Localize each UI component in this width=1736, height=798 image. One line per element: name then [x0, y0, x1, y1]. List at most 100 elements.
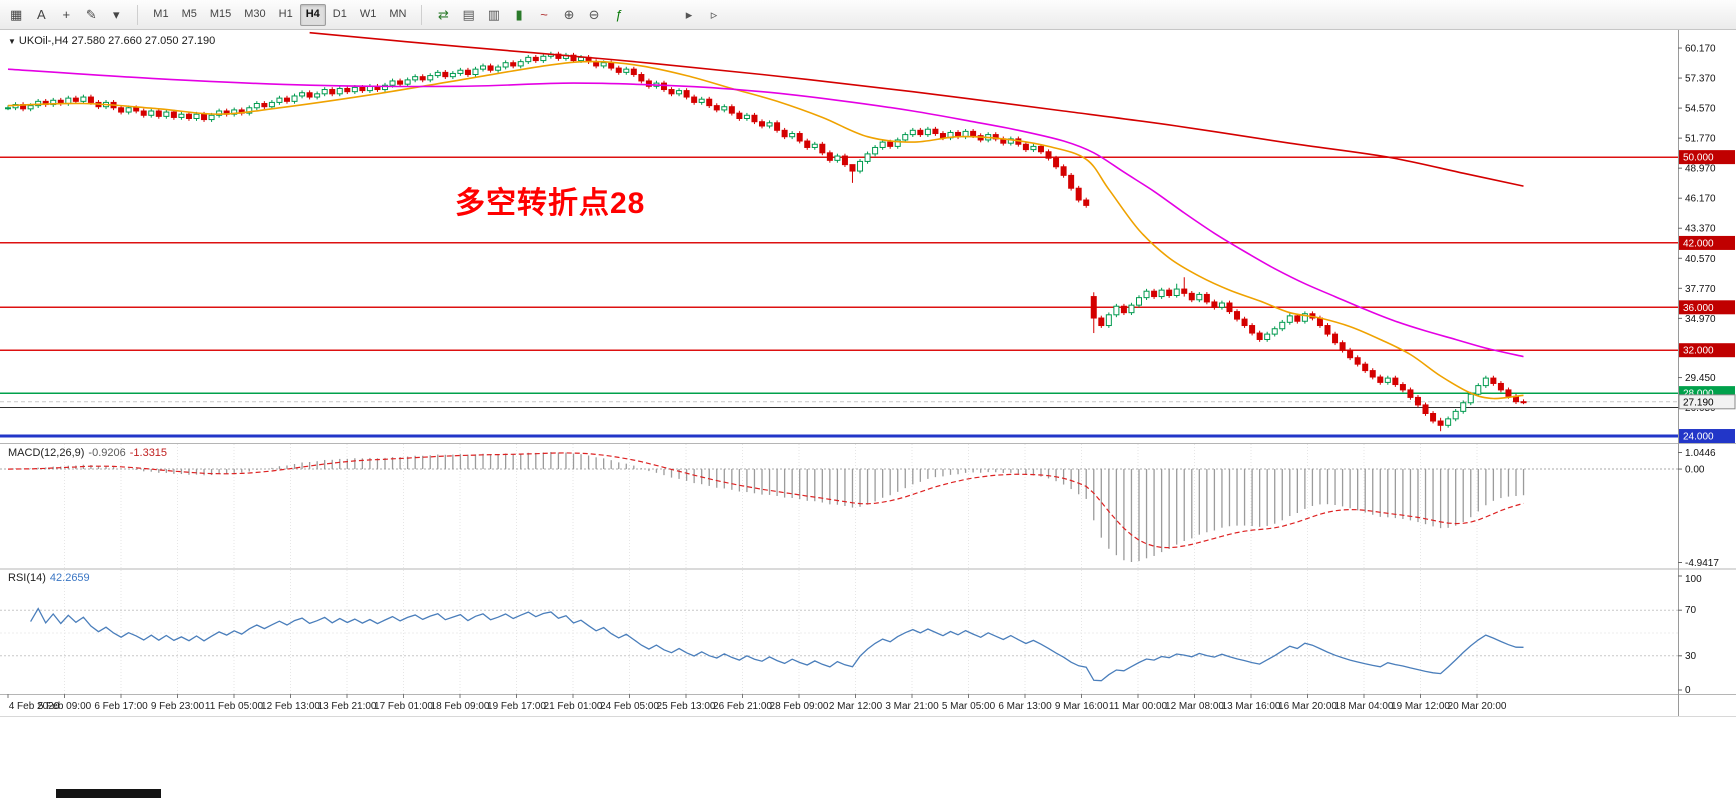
price-badge: [1679, 150, 1735, 165]
price-axis-label: 51.770: [1685, 134, 1716, 145]
timeframe-M15[interactable]: M15: [209, 8, 232, 20]
auto-scroll-icon[interactable]: ▸: [685, 7, 693, 22]
macd-scale-label: 1.0446: [1685, 448, 1716, 459]
time-axis-label: 5 Feb 09:00: [38, 701, 92, 712]
symbol-ohlc-label: ▼ UKOil-,H4 27.580 27.660 27.050 27.190: [8, 35, 215, 47]
price-badge-label: 42.000: [1683, 238, 1714, 249]
symbol-ohlc-text: UKOil-,H4 27.580 27.660 27.050 27.190: [18, 35, 216, 47]
macd-signal-value: -1.3315: [129, 447, 168, 459]
timeframe-MN[interactable]: MN: [389, 8, 407, 20]
macd-histogram: [14, 452, 1525, 562]
timeframe-group: M1 M5 M15 M30 H1 H4 D1 W1 MN: [147, 3, 412, 26]
rsi-title: RSI(14): [8, 572, 46, 584]
drawing-dropdown-icon[interactable]: ▾: [113, 7, 120, 22]
price-axis-label: 40.570: [1685, 254, 1716, 265]
timeframe-W1[interactable]: W1: [359, 8, 377, 20]
price-axis-label: 43.370: [1685, 224, 1716, 235]
symbol-grid-icon[interactable]: ▦: [10, 7, 23, 22]
time-axis-label: 19 Mar 12:00: [1391, 701, 1450, 712]
time-axis-label: 9 Mar 16:00: [1055, 701, 1109, 712]
bar-chart-icon[interactable]: ▥: [487, 7, 501, 22]
time-axis-label: 6 Mar 13:00: [998, 701, 1052, 712]
new-order-icon[interactable]: ⇄: [438, 7, 449, 22]
price-badge: [1679, 343, 1735, 358]
price-badge-label: 28.000: [1683, 389, 1714, 400]
rsi-scale-label: 100: [1685, 574, 1702, 585]
time-axis-label: 11 Mar 00:00: [1109, 701, 1168, 712]
bottom-dark-bar: [56, 789, 161, 798]
price-axis-label: 57.370: [1685, 74, 1716, 85]
candlestick-series: [5, 51, 1527, 432]
price-axis-label: 60.170: [1685, 44, 1716, 55]
toolbar-right-group: ▸ ▹: [677, 4, 726, 26]
time-axis-label: 26 Feb 21:00: [713, 701, 772, 712]
time-axis-label: 20 Mar 20:00: [1448, 701, 1507, 712]
timeframe-M5[interactable]: M5: [181, 8, 197, 20]
macd-main-value: -0.9206: [88, 447, 126, 459]
rsi-scale-label: 70: [1685, 605, 1697, 616]
time-axis-label: 18 Mar 04:00: [1335, 701, 1394, 712]
price-axis-label: 37.770: [1685, 284, 1716, 295]
rsi-scale-label: 30: [1685, 651, 1697, 662]
line-chart-icon[interactable]: ~: [540, 7, 548, 22]
time-axis-label: 4 Feb 2020: [9, 701, 60, 712]
chart-annotation-text[interactable]: 多空转折点28: [455, 187, 646, 220]
time-axis-label: 17 Feb 01:00: [374, 701, 433, 712]
price-badge: [1679, 235, 1735, 250]
candlestick-chart-icon[interactable]: ▮: [515, 7, 523, 22]
price-axis-label: 54.570: [1685, 104, 1716, 115]
drawing-tools-icon[interactable]: ✎: [85, 7, 97, 22]
price-badge: [1679, 300, 1735, 315]
toolbar-separator: [421, 4, 423, 25]
timeframe-H4[interactable]: H4: [299, 3, 326, 26]
timeframe-H1[interactable]: H1: [278, 8, 293, 20]
macd-scale-label: 0.00: [1685, 465, 1705, 476]
toolbar-left-group: ▦ A + ✎ ▾: [4, 4, 128, 26]
slow-ma-red: [309, 31, 1524, 187]
time-axis-label: 19 Feb 17:00: [487, 701, 546, 712]
toolbar: ▦ A + ✎ ▾ M1 M5 M15 M30 H1 H4 D1 W1 MN ⇄ ▤ ▥ ▮ ~ ⊕ ⊖ ƒ ▸ ▹: [0, 0, 1736, 30]
macd-title: MACD(12,26,9): [8, 447, 85, 459]
zoom-out-icon[interactable]: ⊖: [588, 7, 600, 22]
mid-ma-magenta: [7, 68, 1524, 358]
timeframe-D1[interactable]: D1: [332, 8, 347, 20]
time-axis-label: 16 Mar 20:00: [1278, 701, 1337, 712]
toolbar-mid-group: ⇄ ▤ ▥ ▮ ~ ⊕ ⊖ ƒ: [431, 4, 631, 26]
time-axis-label: 18 Feb 09:00: [431, 701, 490, 712]
time-axis-label: 11 Feb 05:00: [205, 701, 264, 712]
macd-signal-line: [7, 452, 1524, 549]
fast-ma-orange: [7, 60, 1524, 400]
rsi-scale-label: 0: [1685, 685, 1691, 696]
price-axis-label: 46.170: [1685, 194, 1716, 205]
price-axis-label: 34.970: [1685, 314, 1716, 325]
price-badge-label: 50.000: [1683, 153, 1714, 164]
toolbar-separator: [137, 4, 139, 25]
time-axis-label: 28 Feb 09:00: [770, 701, 829, 712]
price-badge: [1678, 394, 1736, 410]
time-axis-label: 6 Feb 17:00: [94, 701, 148, 712]
indicators-icon[interactable]: ƒ: [615, 7, 623, 22]
time-axis-label: 9 Feb 23:00: [151, 701, 205, 712]
timeframe-M1[interactable]: M1: [153, 8, 169, 20]
time-axis-label: 13 Mar 16:00: [1222, 701, 1281, 712]
moving-averages: [7, 31, 1524, 400]
time-axis-label: 3 Mar 21:00: [885, 701, 939, 712]
time-axis-label: 13 Feb 21:00: [318, 701, 377, 712]
time-axis-label: 24 Feb 05:00: [600, 701, 659, 712]
time-axis-label: 21 Feb 01:00: [544, 701, 603, 712]
collapse-triangle-icon[interactable]: ▼: [8, 37, 16, 46]
macd-scale-label: -4.9417: [1685, 558, 1719, 569]
zoom-in-icon[interactable]: ⊕: [563, 7, 575, 22]
chart-window-icon[interactable]: ▤: [462, 7, 475, 22]
price-badge-label: 24.000: [1683, 432, 1714, 443]
timeframe-M30[interactable]: M30: [244, 8, 266, 20]
price-badge-label: 36.000: [1683, 303, 1714, 314]
text-label-tool-icon[interactable]: A: [36, 7, 46, 22]
chart-shift-icon[interactable]: ▹: [710, 7, 718, 22]
price-axis-label: 29.450: [1685, 373, 1716, 384]
crosshair-tool-icon[interactable]: +: [62, 7, 71, 22]
price-axis-label: 48.970: [1685, 164, 1716, 175]
rsi-indicator-label: RSI(14) 42.2659: [8, 572, 90, 584]
